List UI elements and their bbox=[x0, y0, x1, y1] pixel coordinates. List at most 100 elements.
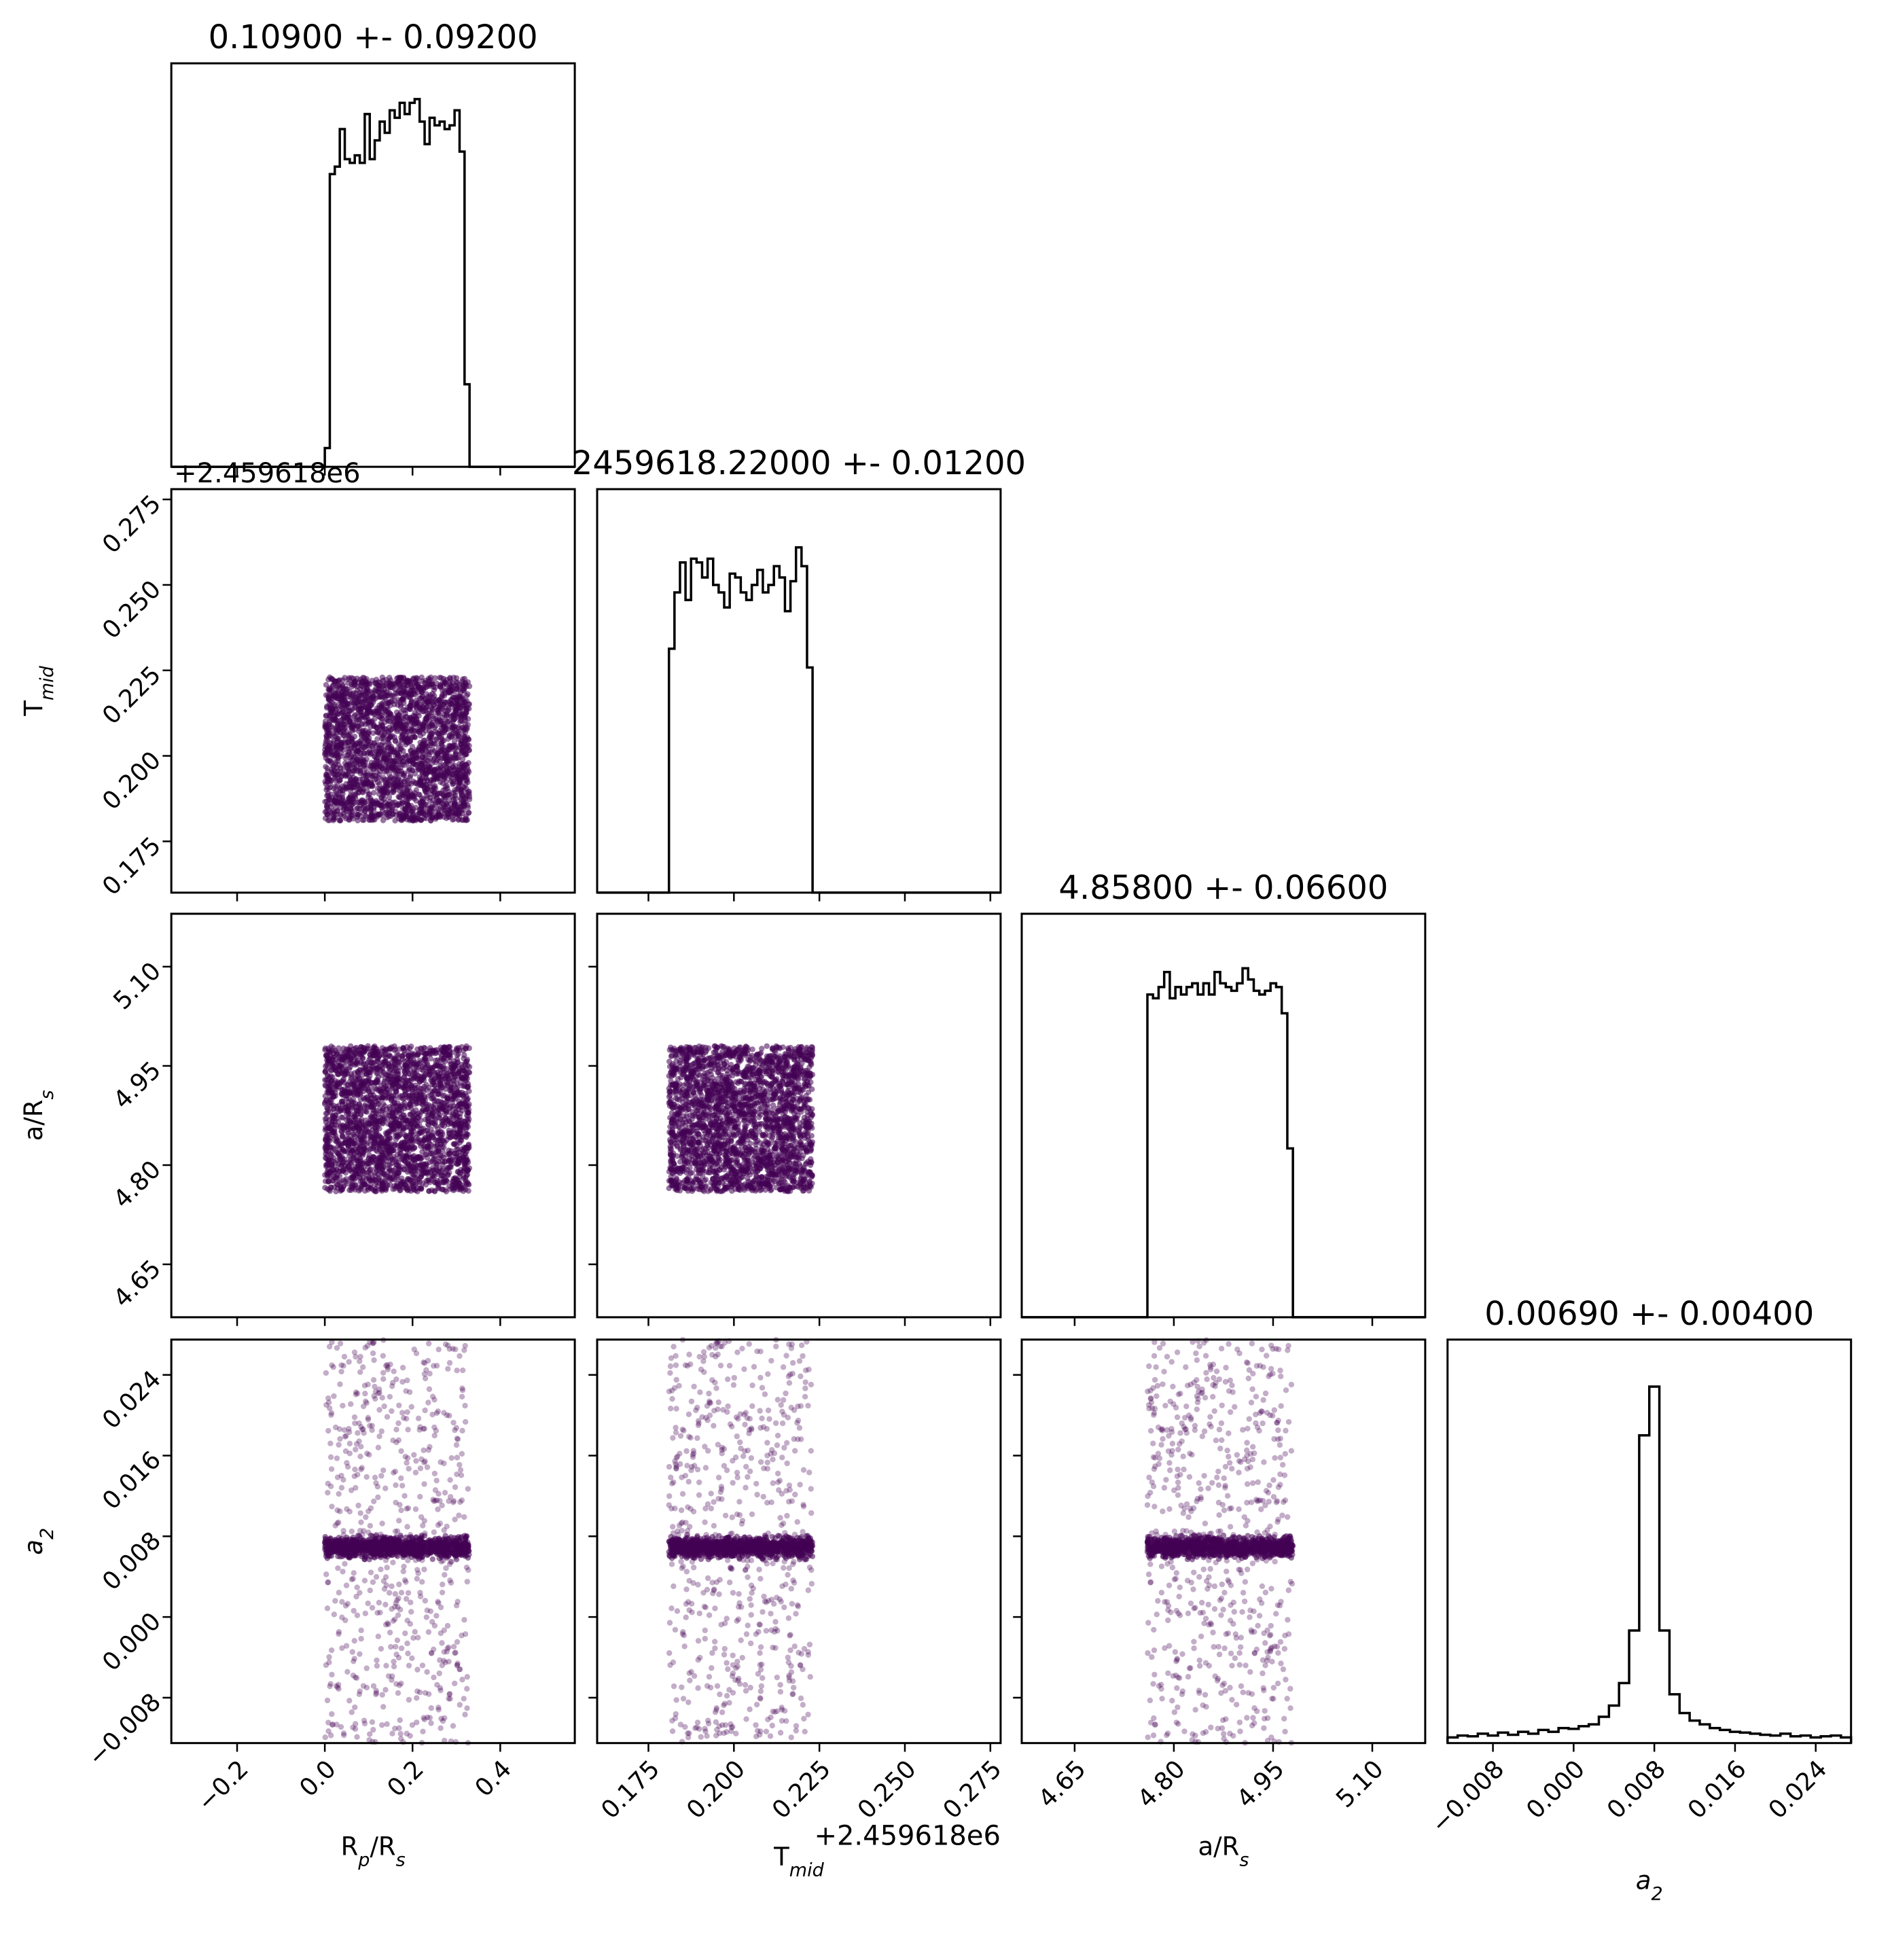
scatter-point bbox=[344, 1130, 351, 1137]
scatter-point bbox=[363, 806, 369, 812]
scatter-point bbox=[322, 1184, 328, 1191]
scatter-point bbox=[458, 751, 464, 757]
scatter-point bbox=[385, 745, 391, 751]
panel-frame bbox=[170, 62, 576, 468]
scatter-point bbox=[343, 752, 349, 759]
scatter-point bbox=[423, 775, 429, 781]
scatter-point bbox=[417, 744, 423, 751]
scatter-point bbox=[465, 721, 471, 728]
scatter-point bbox=[327, 758, 333, 764]
scatter-point bbox=[418, 817, 424, 823]
scatter-point bbox=[423, 782, 429, 788]
scatter-point bbox=[349, 1139, 356, 1145]
scatter-point bbox=[323, 713, 329, 719]
scatter-point bbox=[330, 814, 336, 820]
scatter-point bbox=[359, 690, 365, 696]
scatter-point bbox=[360, 727, 366, 734]
scatter-point bbox=[450, 781, 457, 787]
scatter-point bbox=[431, 1082, 438, 1088]
scatter-point bbox=[371, 721, 377, 728]
scatter-point bbox=[439, 1143, 445, 1150]
scatter-point bbox=[335, 743, 341, 749]
scatter-point bbox=[377, 788, 384, 794]
scatter-point bbox=[431, 748, 438, 754]
scatter-point bbox=[406, 1152, 412, 1158]
scatter-point bbox=[404, 722, 410, 728]
scatter-point bbox=[444, 1137, 450, 1143]
scatter-point bbox=[358, 1140, 364, 1146]
scatter-point bbox=[327, 1081, 334, 1087]
scatter-point bbox=[452, 715, 458, 722]
scatter-point bbox=[457, 1121, 463, 1127]
scatter-point bbox=[457, 761, 463, 767]
scatter-point bbox=[421, 722, 427, 729]
scatter-point bbox=[423, 743, 429, 749]
scatter-point bbox=[346, 767, 352, 773]
title-rp: 0.10900 +- 0.09200 bbox=[209, 18, 538, 56]
scatter-point bbox=[426, 736, 432, 742]
scatter-point bbox=[353, 766, 359, 773]
scatter-point bbox=[366, 747, 373, 754]
scatter-point bbox=[440, 787, 446, 794]
scatter-point bbox=[336, 817, 342, 823]
scatter-point bbox=[369, 813, 375, 819]
scatter-point bbox=[454, 729, 461, 735]
scatter-point bbox=[399, 1156, 405, 1162]
scatter-point bbox=[404, 735, 411, 741]
scatter-point bbox=[420, 1125, 427, 1132]
scatter-point bbox=[352, 781, 359, 787]
scatter-point bbox=[465, 789, 471, 796]
scatter-point bbox=[346, 817, 353, 823]
scatter-point bbox=[342, 675, 348, 681]
scatter-point bbox=[387, 718, 393, 725]
scatter-point bbox=[463, 751, 469, 758]
scatter-point bbox=[400, 772, 407, 779]
scatter-point bbox=[448, 724, 455, 731]
scatter-point bbox=[445, 1094, 451, 1100]
scatter-point bbox=[344, 680, 351, 686]
scatter-point bbox=[438, 683, 444, 689]
scatter-point bbox=[444, 711, 450, 717]
scatter-point bbox=[403, 807, 409, 814]
scatter-point bbox=[355, 1069, 361, 1075]
scatter-point bbox=[466, 1165, 473, 1171]
scatter-point bbox=[447, 1084, 453, 1090]
scatter-point bbox=[452, 774, 459, 781]
scatter-point bbox=[416, 705, 423, 712]
scatter-point bbox=[378, 795, 385, 801]
scatter-point bbox=[323, 681, 329, 688]
scatter-point bbox=[393, 709, 400, 715]
scatter-point bbox=[406, 796, 412, 802]
scatter-point bbox=[432, 1179, 438, 1186]
scatter-point bbox=[369, 782, 375, 788]
scatter-point bbox=[363, 732, 370, 738]
scatter-point bbox=[440, 780, 446, 787]
scatter-point bbox=[340, 1183, 346, 1190]
scatter-point bbox=[379, 764, 385, 770]
scatter-point bbox=[390, 1069, 396, 1075]
scatter-point bbox=[378, 1164, 385, 1171]
scatter-point bbox=[429, 723, 435, 729]
scatter-point bbox=[401, 696, 407, 703]
scatter-point bbox=[428, 817, 434, 823]
scatter-point bbox=[368, 763, 374, 769]
scatter-point bbox=[458, 786, 465, 793]
scatter-point bbox=[418, 1143, 424, 1150]
scatter-point bbox=[397, 788, 404, 795]
scatter-point bbox=[455, 1160, 461, 1167]
scatter-point bbox=[421, 1056, 427, 1062]
scatter-point bbox=[450, 789, 457, 796]
y-tick-label: 0.275 bbox=[97, 490, 166, 559]
scatter-point bbox=[333, 1133, 339, 1139]
scatter-point bbox=[435, 1110, 442, 1117]
scatter-point bbox=[464, 777, 470, 783]
scatter-point bbox=[363, 799, 370, 805]
scatter-point bbox=[323, 752, 329, 758]
scatter-point bbox=[359, 721, 365, 728]
scatter-point bbox=[465, 691, 471, 697]
scatter-point bbox=[394, 679, 401, 685]
scatter-point bbox=[342, 705, 349, 712]
scatter-point bbox=[397, 1151, 404, 1157]
scatter-point bbox=[382, 730, 388, 737]
scatter-point bbox=[323, 1119, 329, 1126]
